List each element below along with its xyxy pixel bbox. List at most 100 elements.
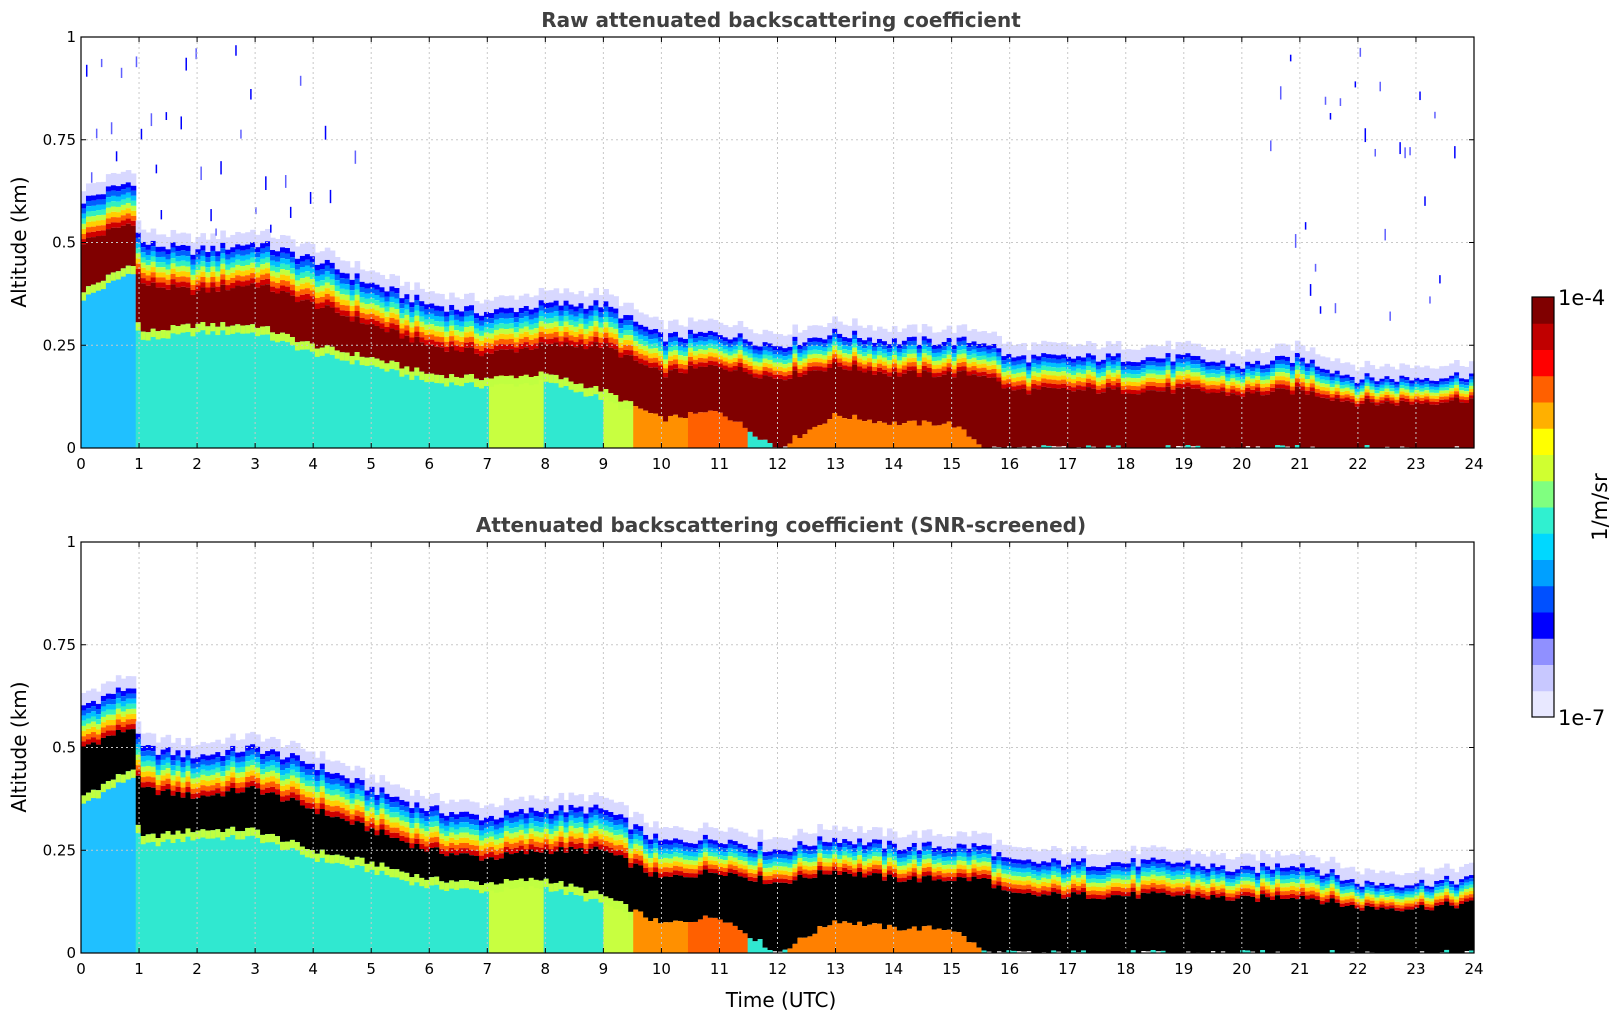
halo-cell	[1260, 353, 1266, 366]
gradient-cell	[707, 347, 714, 353]
gradient-cell	[976, 348, 983, 353]
gradient-cell	[653, 357, 659, 363]
gradient-cell	[265, 751, 271, 757]
gradient-cell	[663, 857, 669, 863]
gradient-cell	[1404, 380, 1410, 384]
gradient-cell	[1036, 356, 1042, 361]
gradient-cell	[255, 262, 261, 268]
gradient-cell	[374, 805, 381, 811]
gradient-cell	[424, 821, 430, 827]
gradient-cell	[523, 321, 530, 327]
halo-cell	[1071, 346, 1077, 359]
gradient-cell	[1265, 383, 1271, 388]
halo-cell	[280, 235, 286, 248]
halo-cell	[200, 741, 206, 755]
gradient-cell	[1379, 394, 1386, 398]
near-surface-cell	[260, 834, 266, 953]
gradient-cell	[523, 823, 530, 829]
gradient-cell	[314, 792, 321, 798]
dense-layer-cell	[777, 882, 784, 952]
halo-cell	[235, 740, 241, 753]
dense-layer-cell	[280, 801, 286, 842]
near-surface-cell	[752, 941, 759, 953]
transition-cell	[548, 883, 555, 892]
gradient-cell	[633, 824, 639, 830]
dense-layer-cell	[1334, 398, 1341, 448]
halo-cell	[931, 332, 938, 345]
halo-cell	[1235, 353, 1241, 367]
gradient-cell	[205, 765, 211, 771]
gradient-cell	[553, 836, 560, 842]
gradient-cell	[488, 846, 495, 853]
gradient-cell	[1135, 390, 1142, 395]
noise-speck	[309, 191, 312, 204]
near-surface-cell	[369, 861, 376, 953]
gradient-cell	[682, 851, 689, 856]
gradient-cell	[95, 204, 102, 211]
gradient-cell	[712, 856, 719, 861]
gradient-cell	[548, 833, 555, 839]
gradient-cell	[916, 344, 923, 349]
gradient-cell	[1145, 377, 1152, 382]
halo-cell	[374, 272, 381, 285]
gradient-cell	[334, 307, 341, 313]
gradient-cell	[474, 313, 480, 319]
dense-layer-cell	[991, 377, 997, 447]
gradient-cell	[498, 853, 505, 859]
gradient-cell	[936, 372, 943, 377]
gradient-cell	[732, 341, 739, 346]
gradient-cell	[434, 341, 440, 347]
transition-cell	[578, 383, 585, 392]
gradient-cell	[304, 780, 311, 787]
gradient-cell	[304, 802, 311, 809]
gradient-cell	[971, 349, 978, 354]
gradient-cell	[205, 755, 211, 761]
gradient-cell	[364, 810, 371, 816]
gradient-cell	[389, 802, 396, 808]
gradient-cell	[503, 836, 510, 842]
near-surface-cell	[334, 350, 341, 448]
near-surface-cell	[165, 330, 172, 448]
gradient-cell	[692, 860, 699, 865]
gradient-cell	[832, 354, 838, 359]
gradient-cell	[976, 360, 983, 365]
near-surface-cell	[1364, 445, 1371, 448]
gradient-cell	[1424, 399, 1430, 403]
gradient-cell	[712, 869, 719, 874]
near-surface-cell	[623, 904, 629, 953]
dense-layer-cell	[429, 847, 435, 878]
gradient-cell	[414, 828, 420, 834]
dense-layer-cell	[314, 309, 321, 349]
gradient-cell	[354, 794, 361, 800]
gradient-cell	[1200, 363, 1206, 368]
gradient-cell	[787, 362, 794, 367]
gradient-cell	[946, 346, 953, 351]
gradient-cell	[956, 354, 963, 359]
gradient-cell	[717, 355, 724, 360]
gradient-cell	[503, 318, 510, 324]
gradient-cell	[1319, 386, 1326, 391]
gradient-cell	[250, 759, 256, 766]
gradient-cell	[130, 708, 137, 714]
gradient-cell	[533, 831, 540, 837]
gradient-cell	[1459, 378, 1465, 382]
gradient-cell	[1205, 381, 1211, 386]
gradient-cell	[414, 817, 420, 824]
dense-layer-cell	[483, 858, 490, 884]
gradient-cell	[160, 282, 167, 288]
near-surface-cell	[648, 413, 654, 448]
gradient-cell	[449, 341, 455, 347]
gradient-cell	[792, 876, 798, 881]
gradient-cell	[727, 363, 734, 368]
halo-cell	[434, 792, 440, 806]
gradient-cell	[235, 275, 241, 281]
gradient-cell	[309, 273, 316, 280]
gradient-cell	[1235, 387, 1241, 392]
near-surface-cell	[857, 419, 863, 448]
gradient-cell	[678, 844, 684, 849]
gradient-cell	[643, 863, 649, 868]
transition-cell	[364, 863, 371, 873]
gradient-cell	[439, 326, 445, 332]
gradient-cell	[752, 365, 759, 370]
gradient-cell	[1289, 390, 1296, 395]
